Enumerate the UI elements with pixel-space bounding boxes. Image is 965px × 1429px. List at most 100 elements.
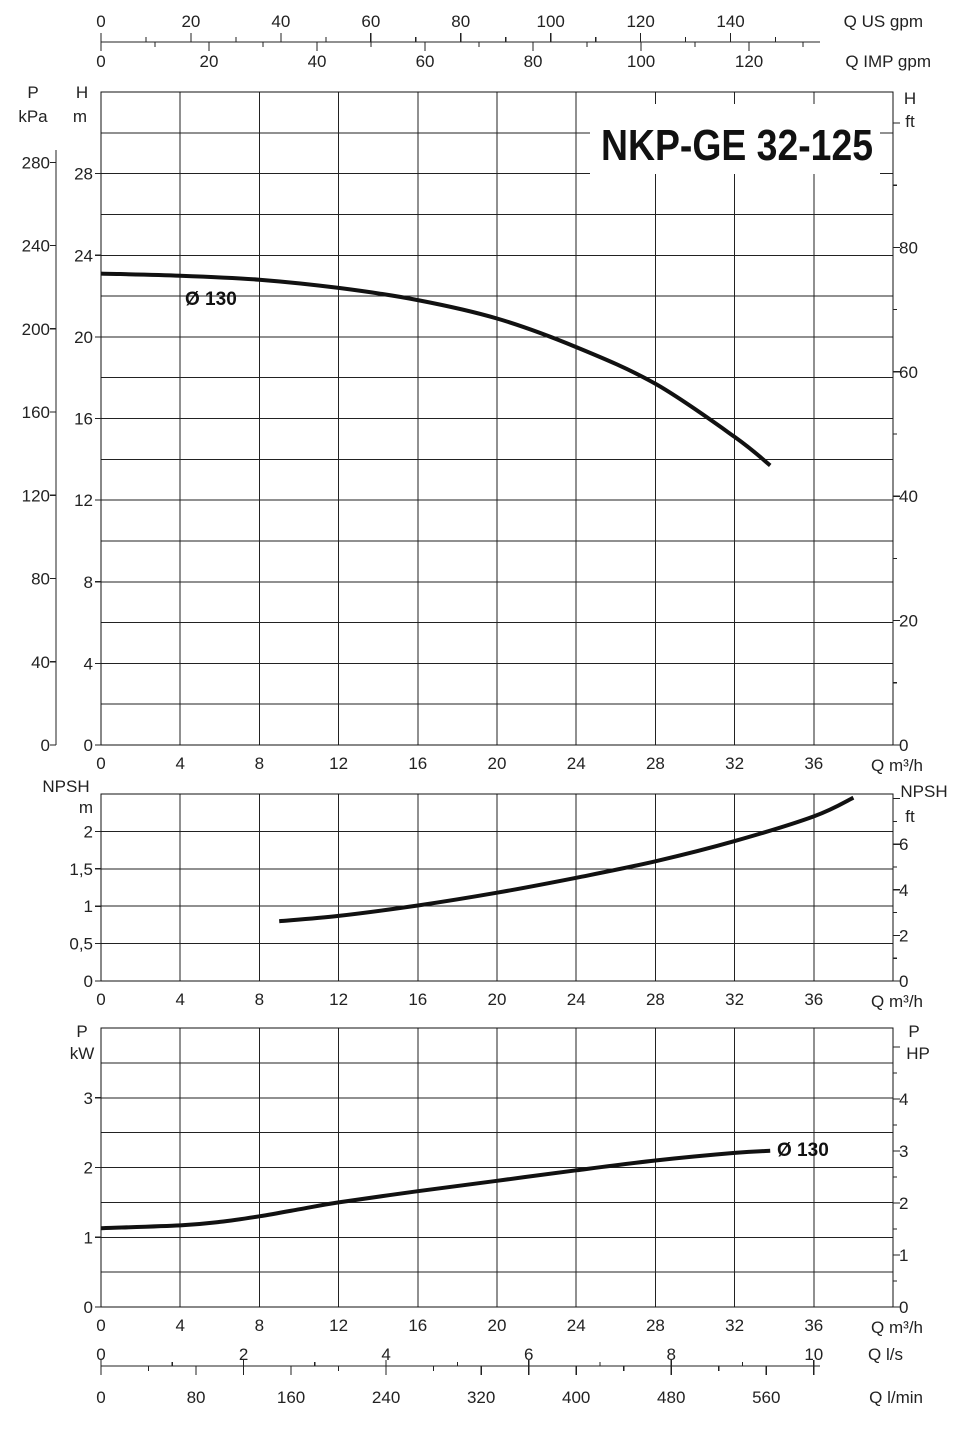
npsh-x-tick-label: 8 [255, 990, 264, 1009]
kpa-axis-label: P [27, 83, 38, 102]
chart-title: NKP-GE 32-125 [601, 121, 873, 170]
head-left-tick-label: 20 [74, 328, 93, 347]
ls-tick-label: 10 [804, 1345, 823, 1364]
imp-gpm-tick-label: 80 [524, 52, 543, 71]
power-left-tick-label: 0 [84, 1298, 93, 1317]
npsh-right-tick-label: 6 [899, 835, 908, 854]
head-left-tick-label: 16 [74, 410, 93, 429]
imp-gpm-tick-label: 100 [627, 52, 655, 71]
ls-tick-label: 0 [96, 1345, 105, 1364]
head-right-tick-label: 80 [899, 238, 918, 257]
imp-gpm-axis-label: Q IMP gpm [845, 52, 931, 71]
power-right-tick-label: 3 [899, 1142, 908, 1161]
head-x-tick-label: 28 [646, 754, 665, 773]
lmin-tick-label: 320 [467, 1388, 495, 1407]
head-left-tick-label: 4 [84, 654, 93, 673]
npsh-left-tick-label: 1,5 [69, 860, 93, 879]
npsh-left-tick-label: 2 [84, 822, 93, 841]
power-x-tick-label: 24 [567, 1316, 586, 1335]
kpa-tick-label: 240 [22, 237, 50, 256]
head-right-tick-label: 60 [899, 363, 918, 382]
ls-tick-label: 2 [239, 1345, 248, 1364]
us-gpm-tick-label: 120 [626, 12, 654, 31]
power-left-tick-label: 2 [84, 1159, 93, 1178]
head-right-axis-unit: ft [905, 112, 915, 131]
npsh-x-tick-label: 4 [175, 990, 184, 1009]
kpa-tick-label: 40 [31, 653, 50, 672]
us-gpm-tick-label: 20 [181, 12, 200, 31]
power-x-tick-label: 28 [646, 1316, 665, 1335]
head-x-axis-label: Q m³/h [871, 756, 923, 775]
power-x-axis-label: Q m³/h [871, 1318, 923, 1337]
us-gpm-tick-label: 80 [451, 12, 470, 31]
head-right-tick-label: 40 [899, 487, 918, 506]
power-right-tick-label: 2 [899, 1194, 908, 1213]
npsh-right-tick-label: 2 [899, 926, 908, 945]
head-left-tick-label: 8 [84, 573, 93, 592]
us-gpm-tick-label: 40 [271, 12, 290, 31]
npsh-right-tick-label: 4 [899, 881, 908, 900]
kpa-tick-label: 80 [31, 570, 50, 589]
ls-tick-label: 6 [524, 1345, 533, 1364]
us-gpm-tick-label: 60 [361, 12, 380, 31]
head-x-tick-label: 16 [408, 754, 427, 773]
power-right-tick-label: 4 [899, 1090, 908, 1109]
head-left-axis-label: H [76, 83, 88, 102]
head-left-tick-label: 24 [74, 246, 93, 265]
power-x-tick-label: 32 [725, 1316, 744, 1335]
power-curve-label: Ø 130 [777, 1140, 829, 1161]
npsh-x-axis-label: Q m³/h [871, 992, 923, 1011]
power-left-axis-label: P [76, 1022, 87, 1041]
npsh-left-tick-label: 0,5 [69, 935, 93, 954]
imp-gpm-tick-label: 60 [416, 52, 435, 71]
npsh-right-axis-unit: ft [905, 807, 915, 826]
power-left-axis-unit: kW [70, 1044, 95, 1063]
head-left-tick-label: 28 [74, 165, 93, 184]
kpa-tick-label: 280 [22, 153, 50, 172]
imp-gpm-tick-label: 120 [735, 52, 763, 71]
npsh-right-axis-label: NPSH [900, 782, 947, 801]
lmin-tick-label: 0 [96, 1388, 105, 1407]
npsh-frame [100, 793, 894, 982]
head-x-tick-label: 12 [329, 754, 348, 773]
us-gpm-axis-label: Q US gpm [844, 12, 923, 31]
kpa-tick-label: 120 [22, 486, 50, 505]
head-right-axis-label: H [904, 89, 916, 108]
npsh-x-tick-label: 24 [567, 990, 586, 1009]
npsh-right-tick-label: 0 [899, 972, 908, 991]
head-x-tick-label: 36 [804, 754, 823, 773]
lmin-tick-label: 480 [657, 1388, 685, 1407]
us-gpm-tick-label: 0 [96, 12, 105, 31]
power-x-tick-label: 12 [329, 1316, 348, 1335]
lmin-tick-label: 400 [562, 1388, 590, 1407]
head-right-tick-label: 0 [899, 736, 908, 755]
power-curve [100, 1148, 771, 1231]
head-left-tick-label: 12 [74, 491, 93, 510]
power-x-tick-label: 4 [175, 1316, 184, 1335]
head-left-tick-label: 0 [84, 736, 93, 755]
lmin-tick-label: 160 [277, 1388, 305, 1407]
power-x-tick-label: 0 [96, 1316, 105, 1335]
head-x-tick-label: 32 [725, 754, 744, 773]
imp-gpm-tick-label: 0 [96, 52, 105, 71]
npsh-x-tick-label: 20 [488, 990, 507, 1009]
power-x-tick-label: 36 [804, 1316, 823, 1335]
power-left-tick-label: 1 [84, 1228, 93, 1247]
power-x-tick-label: 16 [408, 1316, 427, 1335]
kpa-tick-label: 160 [22, 403, 50, 422]
us-gpm-tick-label: 140 [716, 12, 744, 31]
kpa-axis-unit: kPa [18, 107, 48, 126]
npsh-x-tick-label: 16 [408, 990, 427, 1009]
power-right-tick-label: 1 [899, 1246, 908, 1265]
lmin-tick-label: 560 [752, 1388, 780, 1407]
npsh-left-tick-label: 1 [84, 897, 93, 916]
lmin-tick-label: 240 [372, 1388, 400, 1407]
lmin-axis-label: Q l/min [869, 1388, 923, 1407]
power-right-tick-label: 0 [899, 1298, 908, 1317]
us-gpm-tick-label: 100 [537, 12, 565, 31]
head-curve [100, 271, 772, 467]
ls-axis-label: Q l/s [868, 1345, 903, 1364]
power-x-tick-label: 20 [488, 1316, 507, 1335]
